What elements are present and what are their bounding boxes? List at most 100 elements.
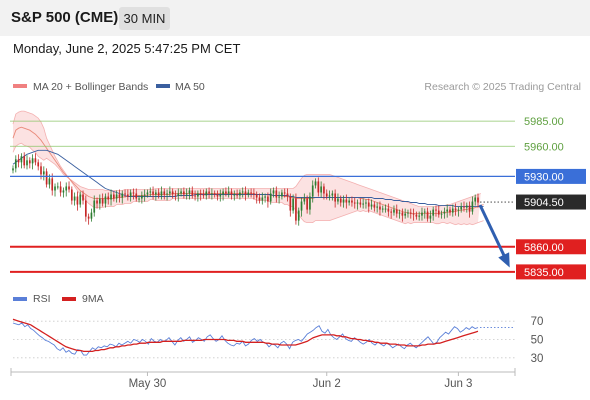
candle-body [23,156,26,166]
candle-body [177,193,180,196]
candle-body [283,192,286,194]
candle-body [160,191,163,196]
candle-body [225,191,227,194]
candle-body [183,191,185,195]
rsi-panel: 70 50 30 [12,316,544,365]
candle-body [465,205,468,208]
candle-body [423,211,426,213]
candle-body [440,213,443,215]
price-levels: 5985.00 5960.00 5930.00 5904.50 5860.00 5835.… [10,113,586,280]
candle-body [331,193,334,196]
bollinger-legend-swatch [13,84,27,88]
candle-body [76,196,79,205]
candle-body [468,205,471,212]
candle-body [45,171,48,185]
candle-body [84,200,87,217]
provider-credit: Research © 2025 Trading Central [424,81,581,93]
candle-body [73,196,76,201]
candle-body [157,192,160,196]
price-tag [516,194,586,210]
candle-body [295,198,297,221]
candle-body [171,191,174,195]
candle-body [426,211,429,219]
candle-body [292,198,294,211]
candle-body [216,194,219,197]
price-tag [516,264,586,280]
candle-body [356,202,359,204]
candle-body [348,200,350,203]
candle-body [311,185,314,197]
candle-body [309,196,311,210]
candle-body [241,191,244,193]
candle-body [118,194,121,198]
candle-body [320,186,322,193]
ma50-legend-swatch [156,84,170,88]
candle-body [51,178,54,191]
candle-body [306,198,308,210]
candle-body [54,186,56,191]
candle-body [471,201,474,212]
candle-body [303,198,306,202]
candle-body [222,191,224,195]
candle-body [197,193,199,197]
candle-body [446,209,449,212]
candle-body [381,208,384,210]
candle-body [376,206,378,208]
candle-body [149,191,152,193]
price-panel [12,110,484,226]
candle-body [87,216,90,219]
candle-body [56,186,59,188]
candle-body [208,191,210,194]
candle-body [68,186,70,190]
candle-body [432,209,435,216]
candle-body [269,193,272,202]
bollinger-lower-line [12,142,484,226]
candle-body [398,212,401,214]
candle-body [409,212,412,214]
candle-body [328,195,331,197]
price-legend: MA 20 + Bollinger Bands MA 50 [13,81,205,93]
candle-body [337,198,339,202]
candle-body [275,190,278,198]
candle-body [342,199,345,203]
candle-body [101,198,104,204]
bollinger-legend-label: MA 20 + Bollinger Bands [33,81,148,93]
time-axis-label: Jun 2 [313,378,341,390]
candle-body [132,192,135,194]
price-tag [516,239,586,255]
candle-body [264,196,266,198]
candle-body [42,171,45,175]
candle-body [362,203,364,205]
candle-body [219,194,222,197]
chart-header: S&P 500 (CME) 30 MIN [0,0,590,36]
candle-body [166,193,168,195]
time-axis: May 30 Jun 2 Jun 3 [10,368,516,390]
candle-body [267,196,269,202]
rsi-ma-legend-label: 9MA [82,293,104,305]
candle-body [199,193,202,195]
candle-body [90,212,93,219]
candle-body [351,200,353,203]
rsi-ma-line [12,318,479,353]
candle-body [40,166,42,175]
interval-button[interactable]: 30 MIN [119,7,170,30]
candle-body [236,194,238,196]
candle-body [93,200,96,213]
price-tag-label: 5835.00 [524,267,564,279]
candle-body [12,168,14,171]
rsi-tick-label: 50 [531,335,544,347]
candle-body [325,193,328,197]
candle-body [334,193,336,202]
candle-body [121,193,124,198]
candle-body [115,194,118,199]
candle-body [124,193,126,195]
candle-body [62,190,65,193]
instrument-title: S&P 500 (CME) [11,9,119,26]
candle-body [79,194,82,205]
candle-body [169,191,171,194]
candle-body [281,192,283,197]
candle-body [143,194,146,196]
candle-body [379,206,381,210]
candle-body [17,159,20,163]
